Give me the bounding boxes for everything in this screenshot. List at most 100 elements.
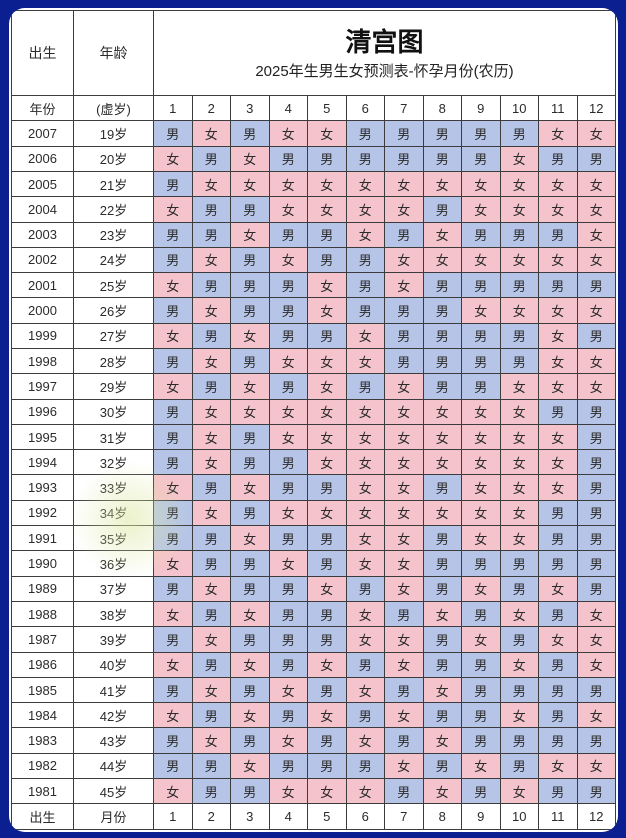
gender-cell: 女: [191, 398, 231, 425]
footer-month-1: 1: [153, 803, 193, 830]
gender-cell: 女: [538, 120, 578, 147]
gender-cell: 女: [461, 752, 501, 780]
gender-cell: 男: [153, 499, 193, 527]
gender-cell: 女: [422, 778, 462, 805]
gender-cell: 男: [230, 272, 270, 299]
gender-cell: 女: [499, 423, 539, 451]
gender-cell: 女: [345, 550, 385, 577]
gender-cell: 男: [268, 575, 308, 602]
gender-cell: 女: [499, 600, 539, 628]
gender-cell: 女: [307, 702, 347, 729]
gender-cell: 女: [384, 196, 424, 223]
gender-cell: 男: [153, 246, 193, 274]
year-cell: 1983: [11, 727, 74, 754]
gender-cell: 男: [576, 272, 616, 299]
gender-cell: 男: [230, 423, 270, 451]
gender-cell: 女: [230, 170, 270, 198]
gender-cell: 女: [461, 575, 501, 602]
gender-cell: 男: [538, 778, 578, 805]
gender-cell: 女: [422, 499, 462, 527]
age-cell: 24岁: [73, 246, 154, 274]
gender-cell: 男: [153, 449, 193, 476]
year-column-header: 年份: [11, 95, 74, 122]
gender-cell: 女: [268, 246, 308, 274]
table-row: 2006 20岁女男女男男男男男男女男男: [11, 145, 616, 172]
gender-cell: 男: [191, 272, 231, 299]
gender-cell: 女: [153, 600, 193, 628]
gender-cell: 女: [422, 727, 462, 754]
gender-cell: 男: [422, 702, 462, 729]
gender-cell: 女: [384, 651, 424, 678]
month-header-6: 6: [345, 95, 385, 122]
gender-cell: 女: [384, 550, 424, 577]
gender-cell: 女: [153, 272, 193, 299]
gender-cell: 男: [191, 550, 231, 577]
gender-cell: 男: [576, 499, 616, 527]
age-cell: 45岁: [73, 778, 154, 805]
gender-cell: 女: [153, 702, 193, 729]
table-row: 1993 33岁女男女男男女女男女女女男: [11, 474, 616, 501]
age-cell: 26岁: [73, 297, 154, 324]
gender-cell: 男: [230, 449, 270, 476]
gender-cell: 男: [576, 145, 616, 172]
gender-cell: 男: [191, 752, 231, 780]
gender-cell: 女: [268, 778, 308, 805]
gender-cell: 男: [422, 550, 462, 577]
gender-cell: 女: [538, 297, 578, 324]
gender-cell: 女: [499, 373, 539, 400]
gender-cell: 女: [499, 297, 539, 324]
footer-month-2: 2: [191, 803, 231, 830]
gender-cell: 男: [538, 600, 578, 628]
gender-cell: 男: [499, 676, 539, 704]
table-row: 1988 38岁女男女男男女男女男女男女: [11, 600, 616, 628]
gender-cell: 女: [345, 221, 385, 248]
age-cell: 36岁: [73, 550, 154, 577]
gender-cell: 男: [538, 651, 578, 678]
gender-cell: 男: [422, 196, 462, 223]
gender-cell: 女: [307, 449, 347, 476]
footer-month-8: 8: [422, 803, 462, 830]
gender-cell: 女: [307, 196, 347, 223]
gender-cell: 女: [268, 120, 308, 147]
gender-cell: 男: [422, 297, 462, 324]
gender-cell: 女: [499, 449, 539, 476]
gender-cell: 男: [384, 676, 424, 704]
gender-cell: 男: [191, 196, 231, 223]
year-cell: 2001: [11, 272, 74, 299]
gender-cell: 男: [576, 449, 616, 476]
gender-cell: 男: [499, 272, 539, 299]
table-row: 2001 25岁女男男男女男女男男男男男: [11, 272, 616, 299]
gender-cell: 男: [576, 727, 616, 754]
gender-cell: 女: [384, 398, 424, 425]
gender-cell: 男: [191, 145, 231, 172]
gender-cell: 女: [345, 626, 385, 653]
gender-cell: 女: [499, 651, 539, 678]
year-cell: 1996: [11, 398, 74, 425]
gender-cell: 女: [538, 423, 578, 451]
gender-cell: 男: [538, 145, 578, 172]
gender-cell: 女: [230, 752, 270, 780]
gender-cell: 女: [153, 651, 193, 678]
year-cell: 2000: [11, 297, 74, 324]
gender-cell: 男: [153, 525, 193, 552]
gender-cell: 男: [230, 778, 270, 805]
gender-cell: 男: [461, 322, 501, 350]
gender-cell: 男: [191, 651, 231, 678]
gender-cell: 男: [384, 600, 424, 628]
footer-month-4: 4: [268, 803, 308, 830]
gender-cell: 女: [307, 170, 347, 198]
gender-cell: 男: [230, 120, 270, 147]
gender-cell: 女: [384, 752, 424, 780]
gender-cell: 女: [153, 550, 193, 577]
gender-cell: 女: [345, 499, 385, 527]
gender-cell: 男: [230, 575, 270, 602]
table-row: 1987 39岁男女男男男女女男女男女女: [11, 626, 616, 653]
table-row: 1983 43岁男女男女男女男女男男男男: [11, 727, 616, 754]
gender-cell: 男: [499, 727, 539, 754]
gender-cell: 男: [230, 550, 270, 577]
footer-month-11: 11: [538, 803, 578, 830]
gender-cell: 男: [345, 246, 385, 274]
month-header-3: 3: [230, 95, 270, 122]
gender-cell: 女: [576, 702, 616, 729]
gender-cell: 女: [422, 449, 462, 476]
